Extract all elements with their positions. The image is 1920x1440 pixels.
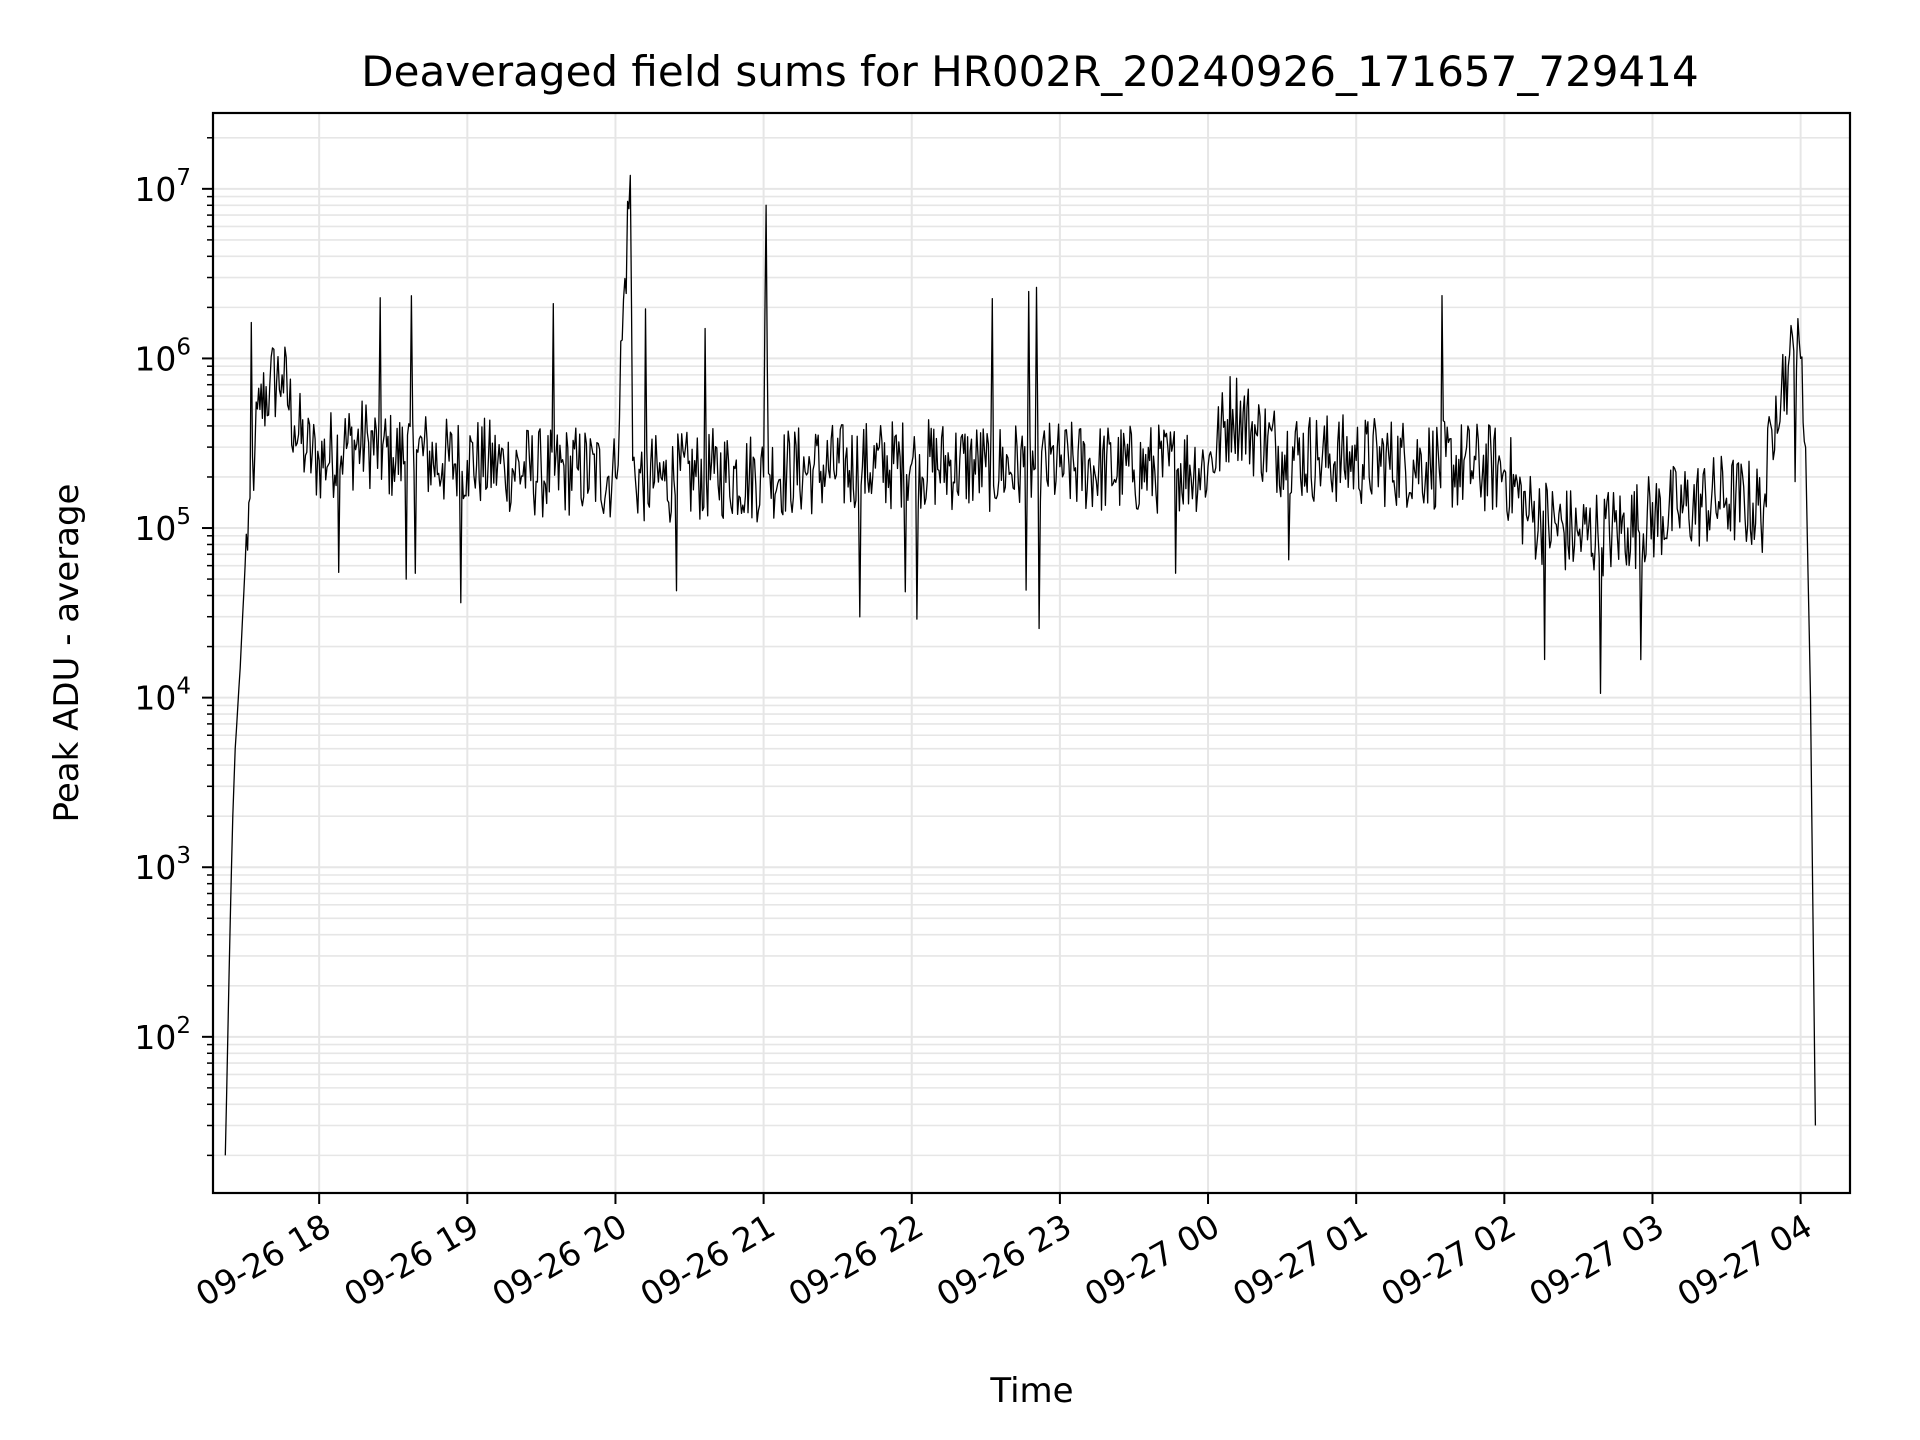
y-tick-label: 102 — [134, 1013, 191, 1057]
y-axis-label: Peak ADU - average — [47, 484, 87, 823]
y-tick-label: 104 — [134, 674, 191, 718]
y-tick-label: 106 — [134, 334, 191, 378]
y-tick-label: 105 — [134, 504, 191, 548]
y-tick-label: 103 — [134, 843, 191, 887]
series-line — [224, 174, 1817, 1156]
series-group — [224, 174, 1817, 1156]
plot-frame — [211, 111, 1852, 1195]
y-axis: 102 103 104 105 106 107 — [134, 137, 213, 1157]
x-axis-label: Time — [989, 1371, 1073, 1411]
chart-title: Deaveraged field sums for HR002R_2024092… — [361, 47, 1698, 96]
y-tick-label: 107 — [134, 165, 191, 209]
